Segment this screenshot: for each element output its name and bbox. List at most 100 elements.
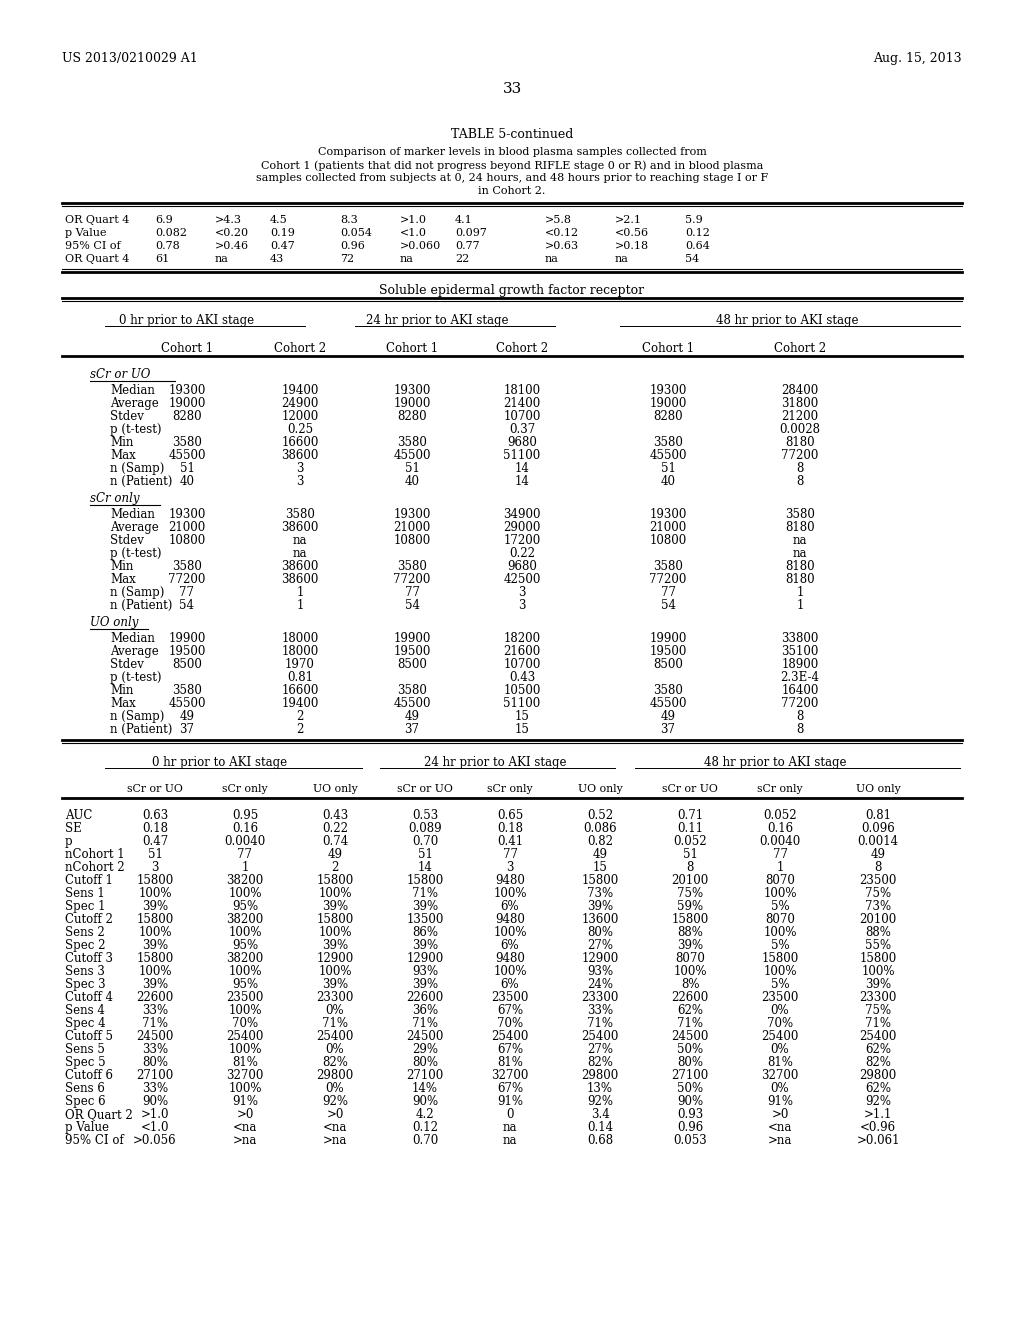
Text: 22: 22: [455, 253, 469, 264]
Text: 77: 77: [660, 586, 676, 599]
Text: 0.52: 0.52: [587, 809, 613, 822]
Text: 77: 77: [238, 847, 253, 861]
Text: <0.96: <0.96: [860, 1121, 896, 1134]
Text: 39%: 39%: [322, 978, 348, 991]
Text: 8: 8: [797, 710, 804, 723]
Text: 8280: 8280: [653, 411, 683, 422]
Text: 23500: 23500: [492, 991, 528, 1005]
Text: 16600: 16600: [282, 684, 318, 697]
Text: p Value: p Value: [65, 1121, 109, 1134]
Text: 100%: 100%: [494, 887, 526, 900]
Text: 100%: 100%: [318, 965, 352, 978]
Text: 0.0028: 0.0028: [779, 422, 820, 436]
Text: Sens 5: Sens 5: [65, 1043, 104, 1056]
Text: 3: 3: [506, 861, 514, 874]
Text: Cohort 1: Cohort 1: [386, 342, 438, 355]
Text: 90%: 90%: [412, 1096, 438, 1107]
Text: 71%: 71%: [865, 1016, 891, 1030]
Text: 71%: 71%: [587, 1016, 613, 1030]
Text: 15800: 15800: [762, 952, 799, 965]
Text: 10700: 10700: [504, 411, 541, 422]
Text: 29800: 29800: [859, 1069, 897, 1082]
Text: 0.25: 0.25: [287, 422, 313, 436]
Text: TABLE 5-continued: TABLE 5-continued: [451, 128, 573, 141]
Text: 14%: 14%: [412, 1082, 438, 1096]
Text: 5%: 5%: [771, 978, 790, 991]
Text: >na: >na: [232, 1134, 257, 1147]
Text: 2.3E-4: 2.3E-4: [780, 671, 819, 684]
Text: <na: <na: [323, 1121, 347, 1134]
Text: 81%: 81%: [232, 1056, 258, 1069]
Text: 77200: 77200: [649, 573, 687, 586]
Text: 100%: 100%: [228, 1082, 262, 1096]
Text: p (t-test): p (t-test): [110, 422, 162, 436]
Text: >5.8: >5.8: [545, 215, 572, 224]
Text: 0.089: 0.089: [409, 822, 441, 836]
Text: 8: 8: [686, 861, 693, 874]
Text: 90%: 90%: [677, 1096, 703, 1107]
Text: 39%: 39%: [412, 939, 438, 952]
Text: 27100: 27100: [136, 1069, 174, 1082]
Text: 19900: 19900: [168, 632, 206, 645]
Text: 6.9: 6.9: [155, 215, 173, 224]
Text: 23500: 23500: [761, 991, 799, 1005]
Text: in Cohort 2.: in Cohort 2.: [478, 186, 546, 195]
Text: 24900: 24900: [282, 397, 318, 411]
Text: Cutoff 3: Cutoff 3: [65, 952, 113, 965]
Text: 10800: 10800: [393, 535, 431, 546]
Text: Cutoff 6: Cutoff 6: [65, 1069, 113, 1082]
Text: 0.19: 0.19: [270, 228, 295, 238]
Text: 12900: 12900: [316, 952, 353, 965]
Text: 82%: 82%: [587, 1056, 613, 1069]
Text: 3580: 3580: [172, 436, 202, 449]
Text: Cutoff 2: Cutoff 2: [65, 913, 113, 927]
Text: Average: Average: [110, 521, 159, 535]
Text: 50%: 50%: [677, 1082, 703, 1096]
Text: 80%: 80%: [587, 927, 613, 939]
Text: 27%: 27%: [587, 939, 613, 952]
Text: 2: 2: [296, 710, 304, 723]
Text: 100%: 100%: [138, 887, 172, 900]
Text: 33800: 33800: [781, 632, 818, 645]
Text: p: p: [65, 836, 73, 847]
Text: Cutoff 4: Cutoff 4: [65, 991, 113, 1005]
Text: Median: Median: [110, 632, 155, 645]
Text: n (Samp): n (Samp): [110, 462, 165, 475]
Text: Comparison of marker levels in blood plasma samples collected from: Comparison of marker levels in blood pla…: [317, 147, 707, 157]
Text: 59%: 59%: [677, 900, 703, 913]
Text: sCr only: sCr only: [222, 784, 268, 795]
Text: 21000: 21000: [168, 521, 206, 535]
Text: 19500: 19500: [393, 645, 431, 657]
Text: 100%: 100%: [318, 887, 352, 900]
Text: <1.0: <1.0: [400, 228, 427, 238]
Text: 25400: 25400: [859, 1030, 897, 1043]
Text: 15800: 15800: [136, 913, 174, 927]
Text: 54: 54: [404, 599, 420, 612]
Text: n (Patient): n (Patient): [110, 723, 172, 737]
Text: 91%: 91%: [232, 1096, 258, 1107]
Text: sCr only: sCr only: [757, 784, 803, 795]
Text: 19000: 19000: [393, 397, 431, 411]
Text: 39%: 39%: [412, 900, 438, 913]
Text: 32700: 32700: [226, 1069, 264, 1082]
Text: 9480: 9480: [495, 913, 525, 927]
Text: p (t-test): p (t-test): [110, 671, 162, 684]
Text: 0%: 0%: [326, 1082, 344, 1096]
Text: 5%: 5%: [771, 939, 790, 952]
Text: <1.0: <1.0: [140, 1121, 169, 1134]
Text: 33%: 33%: [142, 1082, 168, 1096]
Text: 9680: 9680: [507, 436, 537, 449]
Text: 1: 1: [776, 861, 783, 874]
Text: 16400: 16400: [781, 684, 818, 697]
Text: 0.0014: 0.0014: [857, 836, 899, 847]
Text: 3580: 3580: [285, 508, 315, 521]
Text: 45500: 45500: [393, 697, 431, 710]
Text: 2: 2: [332, 861, 339, 874]
Text: 8070: 8070: [765, 874, 795, 887]
Text: 20100: 20100: [859, 913, 897, 927]
Text: 13500: 13500: [407, 913, 443, 927]
Text: 39%: 39%: [142, 900, 168, 913]
Text: 24500: 24500: [672, 1030, 709, 1043]
Text: Cohort 2: Cohort 2: [496, 342, 548, 355]
Text: 1970: 1970: [285, 657, 315, 671]
